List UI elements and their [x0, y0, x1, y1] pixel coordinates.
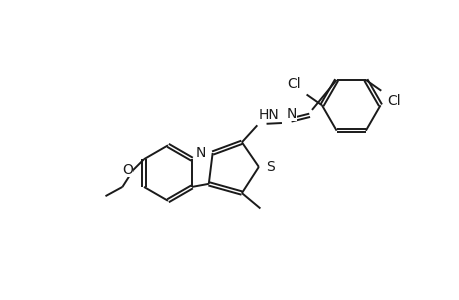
Text: Cl: Cl — [286, 77, 300, 92]
Text: S: S — [266, 160, 274, 174]
Text: N: N — [286, 107, 297, 121]
Text: O: O — [122, 163, 133, 177]
Text: Cl: Cl — [386, 94, 400, 108]
Text: N: N — [195, 146, 205, 160]
Text: HN: HN — [258, 108, 279, 122]
